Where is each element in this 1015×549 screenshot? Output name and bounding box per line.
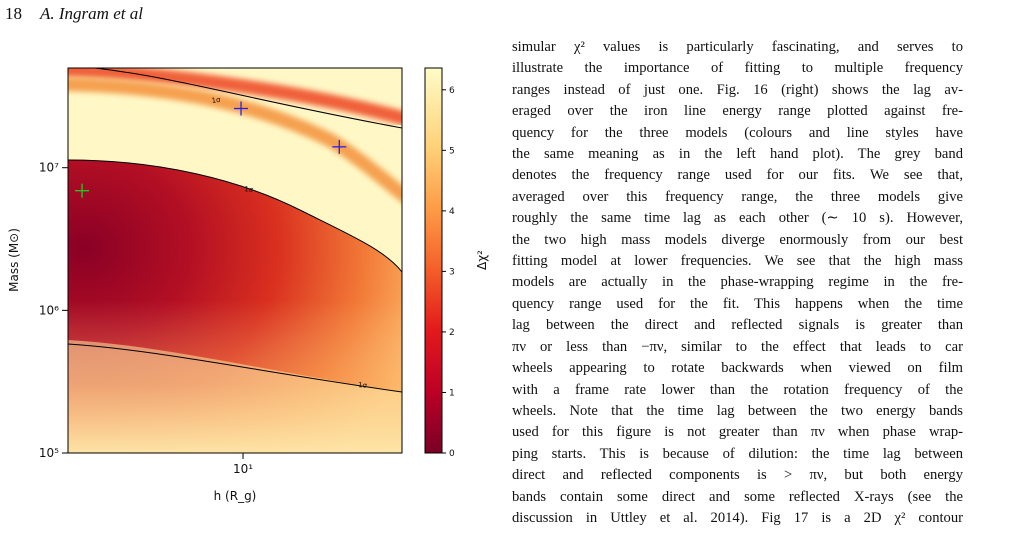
text-line: discussion in Uttley et al. 2014). Fig 1…: [512, 509, 963, 526]
page-header: 18 A. Ingram et al: [5, 4, 143, 24]
text-line: ping starts. This is because of dilution…: [512, 445, 963, 462]
y-axis-label: Mass (M⊙): [7, 228, 21, 292]
text-line: used for this figure is not greater than…: [512, 424, 963, 441]
body-text: simular χ² values is particularly fascin…: [512, 37, 963, 529]
figure: h (R_g) Mass (M⊙) Δχ² 10¹ 10⁵ 10⁶ 10⁷ 0 1 2 3 4 5…: [7, 67, 489, 503]
plot-frame: [67, 67, 403, 454]
contour-label: 1σ: [244, 185, 254, 194]
text-line: simular χ² values is particularly fascin…: [512, 39, 963, 55]
text-line: the same meaning as in the left hand plo…: [512, 146, 963, 163]
contour-label: 1σ: [211, 96, 221, 105]
marker: [234, 101, 249, 116]
text-line: quency for the three models (colours and…: [512, 124, 963, 141]
text-line: roughly the same time lag as each other …: [512, 210, 963, 227]
page-number: 18: [5, 4, 22, 23]
y-tick-label: 10⁵: [39, 446, 59, 460]
y-tick-label: 10⁷: [39, 161, 59, 175]
marker: [332, 139, 347, 154]
colorbar-tick-label: 1: [449, 388, 455, 398]
text-line: eraged over the iron line energy range p…: [512, 103, 963, 120]
text-line: lag between the direct and reflected sig…: [512, 317, 963, 334]
colorbar-tick-label: 6: [449, 86, 455, 96]
colorbar-tick-label: 4: [449, 207, 455, 217]
text-line: averaged over this frequency range, the …: [512, 188, 963, 205]
text-line: with a frame rate lower than the rotatio…: [512, 381, 963, 398]
text-line: bands contain some direct and some refle…: [512, 488, 963, 505]
running-title: A. Ingram et al: [40, 4, 143, 23]
colorbar-tick-label: 5: [449, 146, 455, 156]
colorbar-tick-label: 3: [449, 267, 455, 277]
text-line: ranges instead of just one. Fig. 16 (rig…: [512, 81, 963, 98]
colorbar: [424, 67, 443, 454]
text-line: wheels. Note that the time lag between t…: [512, 402, 963, 419]
marker: [75, 183, 90, 198]
text-line: πν or less than −πν, similar to the effe…: [512, 338, 963, 355]
contour-label: 1σ: [358, 381, 368, 390]
text-line: fitting model at lower frequencies. We s…: [512, 253, 963, 270]
text-line: illustrate the importance of fitting to …: [512, 60, 963, 77]
x-axis-label: h (R_g): [214, 489, 257, 503]
colorbar-label: Δχ²: [475, 250, 489, 270]
text-line: quency range used for the fit. This happ…: [512, 295, 963, 312]
text-line: the two high mass models diverge enormou…: [512, 231, 963, 248]
text-line: models are actually in the phase-wrappin…: [512, 274, 963, 291]
heatmap: [68, 68, 402, 453]
colorbar-tick-label: 0: [449, 449, 455, 459]
colorbar-tick-label: 2: [449, 328, 455, 338]
y-tick-label: 10⁶: [39, 303, 59, 317]
text-line: direct and reflected components is > πν,…: [512, 467, 963, 484]
text-line: wheels appearing to rotate backwards whe…: [512, 360, 963, 377]
text-line: denotes the frequency range used for our…: [512, 167, 963, 184]
x-tick-label: 10¹: [233, 462, 253, 476]
